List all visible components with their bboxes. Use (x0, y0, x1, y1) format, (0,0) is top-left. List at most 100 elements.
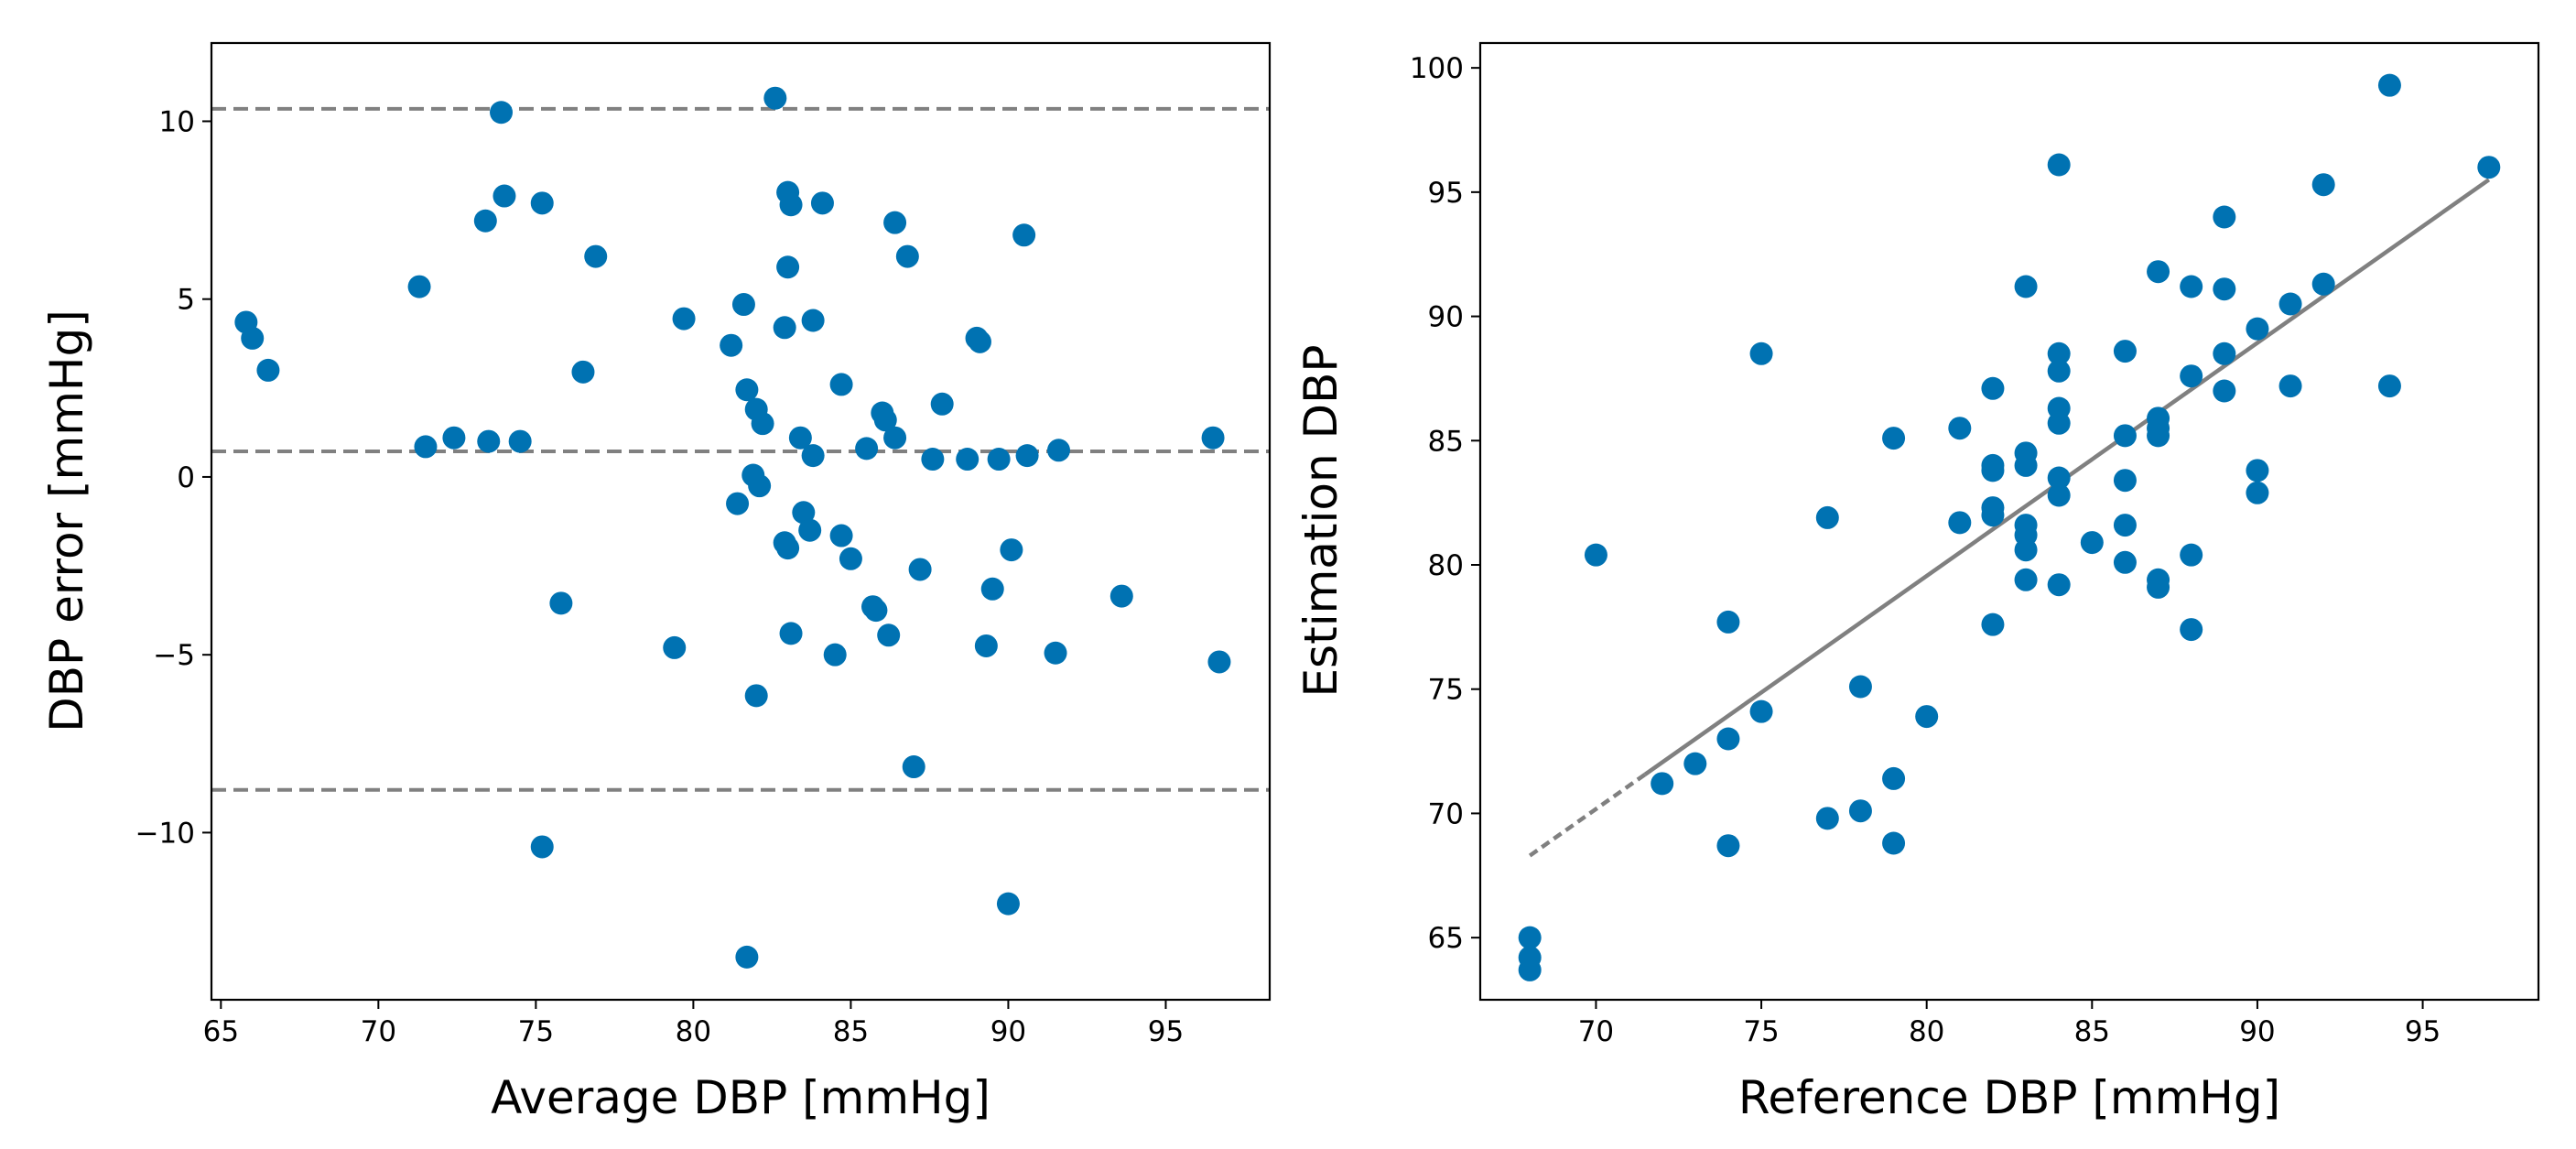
right-x-axis-label: Reference DBP [mmHg] (1738, 1071, 2280, 1124)
data-point (1683, 752, 1707, 775)
data-point (974, 634, 998, 657)
data-point (2147, 424, 2170, 448)
data-point (1882, 831, 1906, 855)
right-x-tick-label: 75 (1743, 1015, 1779, 1048)
data-point (1815, 505, 1839, 529)
data-point (492, 184, 516, 208)
data-point (748, 474, 772, 498)
right-x-tick-label: 70 (1578, 1015, 1614, 1048)
data-point (2047, 483, 2071, 507)
right-y-tick-label: 100 (1410, 52, 1464, 85)
data-point (763, 86, 787, 110)
data-point (2246, 481, 2269, 504)
data-point (1716, 727, 1740, 751)
data-point (801, 444, 825, 468)
data-point (2113, 340, 2137, 363)
data-point (2147, 575, 2170, 599)
data-point (1716, 834, 1740, 858)
data-point (839, 547, 862, 570)
data-point (1015, 444, 1039, 468)
data-point (2047, 411, 2071, 435)
data-point (773, 316, 796, 340)
data-point (1109, 584, 1133, 608)
data-point (829, 524, 853, 547)
data-point (788, 426, 812, 450)
data-point (2213, 379, 2236, 403)
data-point (776, 537, 800, 560)
data-point (1948, 417, 1972, 440)
data-point (508, 429, 532, 453)
data-point (2246, 317, 2269, 341)
left-y-tick-label: 10 (159, 105, 195, 138)
data-point (241, 326, 265, 350)
left-x-tick-label: 65 (203, 1015, 239, 1048)
data-point (2377, 374, 2401, 398)
data-point (829, 373, 853, 396)
data-point (530, 191, 554, 215)
data-point (1981, 612, 2005, 636)
data-point (776, 255, 800, 279)
data-point (980, 577, 1004, 601)
data-point (407, 275, 431, 298)
left-y-tick-label: −10 (135, 817, 195, 850)
right-x-tick-label: 90 (2239, 1015, 2275, 1048)
data-point (921, 448, 945, 472)
data-point (2278, 292, 2302, 316)
data-point (877, 623, 901, 647)
data-point (1044, 641, 1067, 665)
data-point (442, 426, 466, 450)
data-point (996, 892, 1020, 916)
data-point (2113, 469, 2137, 493)
data-point (1749, 341, 1773, 365)
right-y-tick-label: 80 (1428, 549, 1464, 582)
right-data-points (1518, 73, 2501, 981)
data-point (1815, 807, 1839, 830)
data-point (584, 244, 608, 268)
data-point (792, 501, 816, 525)
right-x-tick-label: 85 (2074, 1015, 2110, 1048)
right-x-tick-label: 95 (2405, 1015, 2441, 1048)
data-point (895, 244, 919, 268)
data-point (968, 330, 991, 353)
left-y-tick-label: −5 (153, 639, 195, 672)
data-point (1518, 958, 1542, 981)
data-point (1518, 926, 1542, 949)
left-y-axis-label: DBP error [mmHg] (40, 309, 93, 732)
data-point (1981, 376, 2005, 400)
data-point (873, 408, 897, 432)
data-point (908, 558, 932, 581)
data-point (2180, 618, 2203, 642)
data-point (571, 360, 595, 384)
data-point (2278, 374, 2302, 398)
data-point (2047, 359, 2071, 383)
data-point (1012, 223, 1036, 247)
right-y-tick-label: 90 (1428, 301, 1464, 334)
data-point (549, 591, 573, 615)
data-point (2014, 538, 2038, 562)
left-x-tick-label: 90 (990, 1015, 1026, 1048)
left-y-tick-label: 0 (177, 461, 195, 494)
data-point (1981, 459, 2005, 482)
data-point (1046, 439, 1070, 462)
left-x-tick-label: 80 (676, 1015, 711, 1048)
data-point (1882, 427, 1906, 450)
data-point (1915, 705, 1939, 729)
data-point (2180, 275, 2203, 298)
data-point (2311, 173, 2335, 197)
data-point (2113, 550, 2137, 574)
right-y-ticks: 65 70 75 80 85 90 95 100 (1410, 52, 1480, 955)
data-point (2047, 573, 2071, 597)
data-point (2180, 364, 2203, 388)
data-point (2014, 275, 2038, 298)
right-y-tick-label: 85 (1428, 425, 1464, 458)
data-point (2047, 153, 2071, 177)
data-point (1948, 511, 1972, 535)
data-point (414, 435, 438, 459)
data-point (477, 429, 501, 453)
data-point (2014, 453, 2038, 477)
data-point (2047, 341, 2071, 365)
data-point (490, 101, 514, 125)
left-x-tick-label: 75 (518, 1015, 554, 1048)
right-fit-line (1528, 178, 2491, 858)
data-point (1584, 543, 1607, 567)
